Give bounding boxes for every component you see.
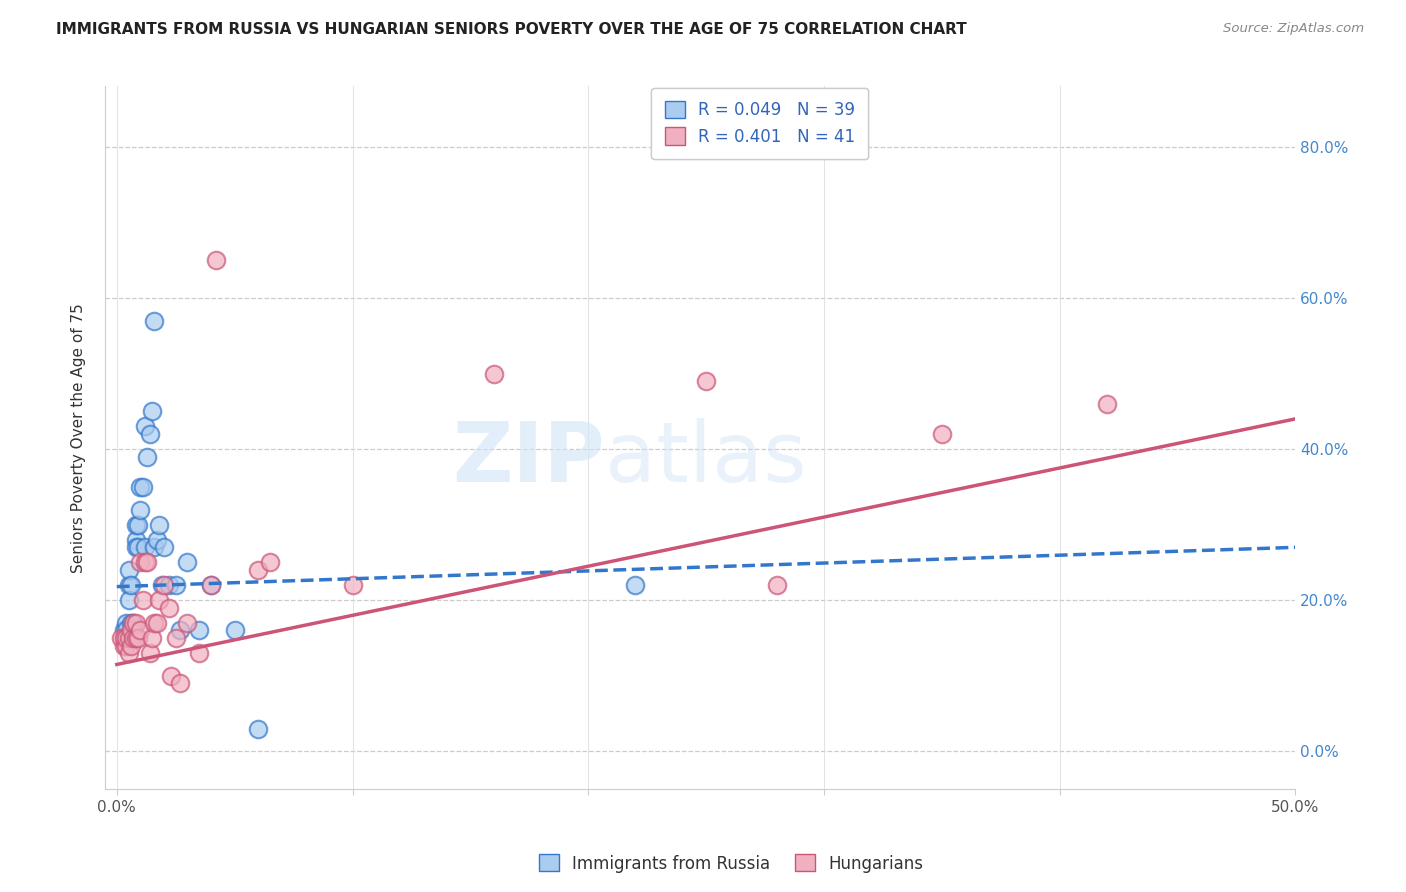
Point [110,631,132,645]
Point [188,646,211,660]
Point [766,578,789,592]
Point [124,631,146,645]
Point [122,615,145,630]
Point [115,631,138,645]
Point [153,578,176,592]
Point [134,419,156,434]
Point [176,556,198,570]
Point [165,631,187,645]
Point [115,615,138,630]
Legend: Immigrants from Russia, Hungarians: Immigrants from Russia, Hungarians [531,847,931,880]
Point [117,563,139,577]
Point [127,541,149,555]
Text: ZIP: ZIP [453,418,605,500]
Point [117,631,139,645]
Point [157,578,180,592]
Point [148,593,170,607]
Point [342,578,364,592]
Point [695,374,717,388]
Point [124,615,146,630]
Point [134,556,156,570]
Point [124,533,146,547]
Point [160,669,183,683]
Point [115,624,138,638]
Point [112,639,135,653]
Point [169,676,191,690]
Point [931,427,953,442]
Point [136,556,159,570]
Point [141,404,163,418]
Point [247,722,270,736]
Point [165,578,187,592]
Point [120,639,142,653]
Point [139,427,162,442]
Point [124,541,146,555]
Point [122,624,145,638]
Point [127,517,149,532]
Point [157,600,180,615]
Point [247,563,270,577]
Point [134,541,156,555]
Point [143,615,166,630]
Point [117,593,139,607]
Point [224,624,246,638]
Point [122,631,145,645]
Point [188,624,211,638]
Point [141,631,163,645]
Text: IMMIGRANTS FROM RUSSIA VS HUNGARIAN SENIORS POVERTY OVER THE AGE OF 75 CORRELATI: IMMIGRANTS FROM RUSSIA VS HUNGARIAN SENI… [56,22,967,37]
Point [129,502,152,516]
Point [259,556,281,570]
Y-axis label: Seniors Poverty Over the Age of 75: Seniors Poverty Over the Age of 75 [72,303,86,573]
Point [124,517,146,532]
Point [127,631,149,645]
Point [112,631,135,645]
Point [1095,397,1118,411]
Point [153,541,176,555]
Point [129,624,152,638]
Point [204,253,226,268]
Point [482,367,505,381]
Point [120,578,142,592]
Point [200,578,222,592]
Point [624,578,647,592]
Point [150,578,173,592]
Point [131,480,153,494]
Point [139,646,162,660]
Text: atlas: atlas [605,418,807,500]
Point [131,593,153,607]
Point [143,313,166,327]
Point [115,639,138,653]
Point [148,517,170,532]
Point [176,615,198,630]
Point [169,624,191,638]
Point [136,450,159,464]
Legend: R = 0.049   N = 39, R = 0.401   N = 41: R = 0.049 N = 39, R = 0.401 N = 41 [651,87,869,159]
Point [117,646,139,660]
Point [122,615,145,630]
Point [120,624,142,638]
Point [143,541,166,555]
Text: Source: ZipAtlas.com: Source: ZipAtlas.com [1223,22,1364,36]
Point [129,556,152,570]
Point [129,480,152,494]
Point [146,533,169,547]
Point [117,578,139,592]
Point [146,615,169,630]
Point [122,631,145,645]
Point [112,624,135,638]
Point [200,578,222,592]
Point [120,615,142,630]
